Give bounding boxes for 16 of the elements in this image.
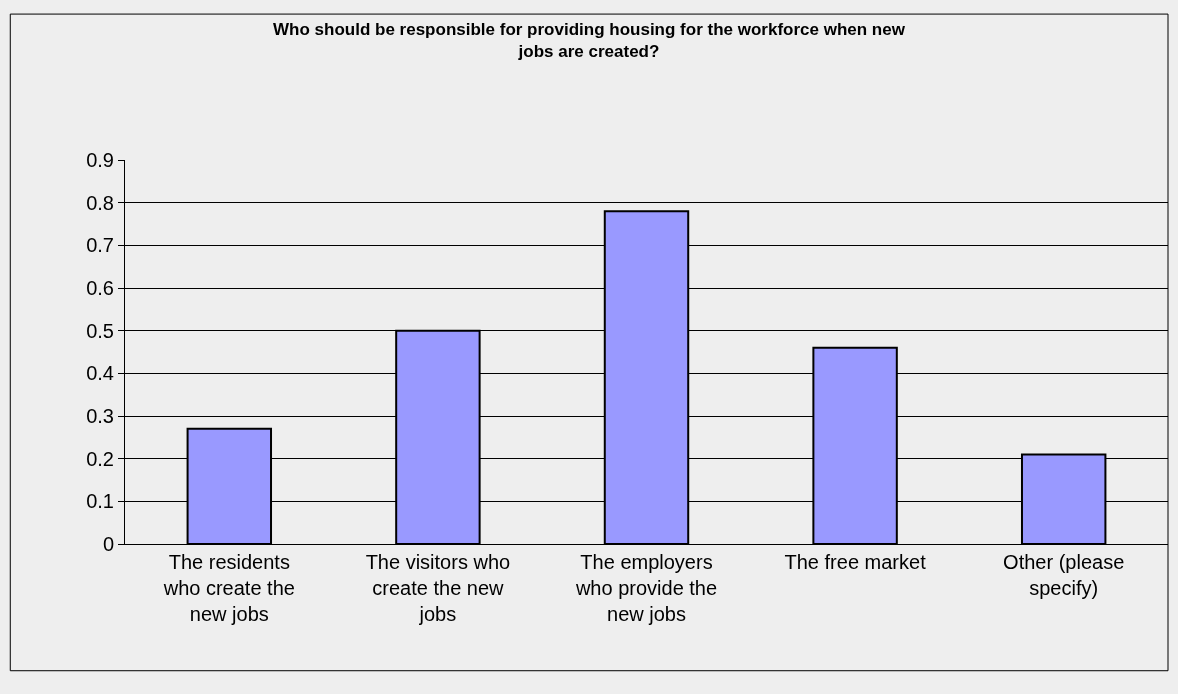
y-tick-label: 0.5 (86, 319, 114, 342)
y-tick-label: 0.2 (86, 447, 114, 470)
y-tick-label: 0.9 (86, 149, 114, 171)
x-tick-label: The employers who provide the new jobs (574, 551, 718, 625)
y-tick-label: 0.8 (86, 191, 114, 214)
x-tick-label: Other (please specify) (1003, 551, 1125, 599)
x-tick-label: The free market (784, 551, 927, 573)
chart-title: Who should be responsible for providing housing for the workforce when new jobs are created? (273, 19, 906, 61)
y-tick-label: 0.6 (86, 277, 114, 299)
y-tick-label: 0.1 (86, 490, 114, 513)
y-tick-label: 0.7 (86, 234, 114, 257)
y-tick-label: 0 (102, 533, 114, 555)
x-tick-label: The residents who create the new jobs (162, 551, 295, 625)
y-tick-label: 0.4 (86, 362, 114, 385)
x-tick-label: The visitors who create the new jobs (365, 551, 511, 625)
y-tick-label: 0.3 (86, 405, 114, 427)
